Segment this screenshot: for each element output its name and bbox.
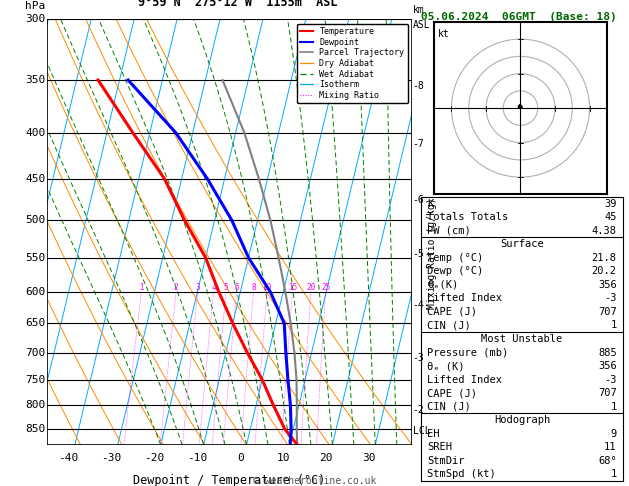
Text: CIN (J): CIN (J) [428, 320, 471, 330]
Text: 05.06.2024  06GMT  (Base: 18): 05.06.2024 06GMT (Base: 18) [421, 12, 617, 22]
Text: 10: 10 [277, 453, 290, 463]
Text: 885: 885 [598, 347, 616, 358]
Text: 6: 6 [234, 283, 239, 292]
Text: CAPE (J): CAPE (J) [428, 307, 477, 317]
Text: 1: 1 [139, 283, 143, 292]
Text: Hodograph: Hodograph [494, 415, 550, 425]
Text: Most Unstable: Most Unstable [481, 334, 563, 344]
Text: LCL: LCL [413, 426, 430, 435]
Text: K: K [428, 199, 434, 208]
Text: 11: 11 [604, 442, 616, 452]
Text: -8: -8 [413, 81, 425, 90]
Text: 2: 2 [174, 283, 179, 292]
Text: Lifted Index: Lifted Index [428, 375, 503, 384]
Text: 400: 400 [25, 127, 45, 138]
Text: 8: 8 [251, 283, 256, 292]
Text: 1: 1 [610, 469, 616, 479]
Text: 356: 356 [598, 280, 616, 290]
Text: 600: 600 [25, 287, 45, 297]
Text: -7: -7 [413, 139, 425, 149]
Text: 650: 650 [25, 318, 45, 329]
Text: 5: 5 [224, 283, 228, 292]
Text: EH: EH [428, 429, 440, 439]
Text: -3: -3 [604, 375, 616, 384]
Text: 21.8: 21.8 [592, 253, 616, 263]
Text: -4: -4 [413, 300, 425, 310]
Text: -3: -3 [413, 353, 425, 363]
Text: Dewp (°C): Dewp (°C) [428, 266, 484, 277]
Text: Temp (°C): Temp (°C) [428, 253, 484, 263]
Text: 700: 700 [25, 347, 45, 358]
Text: θₑ (K): θₑ (K) [428, 361, 465, 371]
Text: 550: 550 [25, 253, 45, 263]
Text: 25: 25 [321, 283, 330, 292]
Text: Mixing Ratio (g/kg): Mixing Ratio (g/kg) [427, 197, 437, 309]
Text: -40: -40 [58, 453, 79, 463]
Text: SREH: SREH [428, 442, 452, 452]
Text: 4.38: 4.38 [592, 226, 616, 236]
Text: PW (cm): PW (cm) [428, 226, 471, 236]
Text: 850: 850 [25, 424, 45, 434]
Text: 45: 45 [604, 212, 616, 222]
Text: 68°: 68° [598, 456, 616, 466]
Text: 10: 10 [262, 283, 272, 292]
Text: 20.2: 20.2 [592, 266, 616, 277]
Text: -5: -5 [413, 249, 425, 259]
Text: CAPE (J): CAPE (J) [428, 388, 477, 398]
Text: 356: 356 [598, 361, 616, 371]
Text: 15: 15 [287, 283, 297, 292]
Text: Surface: Surface [500, 239, 544, 249]
Text: 9: 9 [610, 429, 616, 439]
Text: 9°59'N  275°12'W  1155m  ASL: 9°59'N 275°12'W 1155m ASL [138, 0, 338, 9]
Text: -30: -30 [101, 453, 121, 463]
Text: Totals Totals: Totals Totals [428, 212, 509, 222]
Text: 3: 3 [196, 283, 200, 292]
Text: ASL: ASL [413, 20, 430, 30]
Text: Pressure (mb): Pressure (mb) [428, 347, 509, 358]
Text: 350: 350 [25, 75, 45, 85]
Text: 300: 300 [25, 15, 45, 24]
Text: Lifted Index: Lifted Index [428, 294, 503, 303]
Text: 39: 39 [604, 199, 616, 208]
Text: © weatheronline.co.uk: © weatheronline.co.uk [253, 475, 376, 486]
Text: hPa: hPa [25, 1, 45, 11]
Text: 500: 500 [25, 215, 45, 225]
Text: 800: 800 [25, 400, 45, 410]
Text: StmSpd (kt): StmSpd (kt) [428, 469, 496, 479]
Text: -6: -6 [413, 195, 425, 205]
Text: 0: 0 [237, 453, 243, 463]
Text: 750: 750 [25, 375, 45, 384]
Text: kt: kt [438, 29, 450, 39]
Legend: Temperature, Dewpoint, Parcel Trajectory, Dry Adiabat, Wet Adiabat, Isotherm, Mi: Temperature, Dewpoint, Parcel Trajectory… [297, 24, 408, 103]
Text: 707: 707 [598, 388, 616, 398]
Text: -20: -20 [144, 453, 165, 463]
Text: 707: 707 [598, 307, 616, 317]
Text: Dewpoint / Temperature (°C): Dewpoint / Temperature (°C) [133, 474, 326, 486]
Text: 1: 1 [610, 401, 616, 412]
Text: 20: 20 [320, 453, 333, 463]
Text: -3: -3 [604, 294, 616, 303]
Text: θₑ(K): θₑ(K) [428, 280, 459, 290]
Text: 4: 4 [211, 283, 216, 292]
Text: -10: -10 [187, 453, 208, 463]
Text: StmDir: StmDir [428, 456, 465, 466]
Text: 1: 1 [610, 320, 616, 330]
Text: 30: 30 [362, 453, 376, 463]
Text: 20: 20 [306, 283, 316, 292]
Text: 450: 450 [25, 174, 45, 184]
Text: -2: -2 [413, 405, 425, 415]
Text: km: km [413, 5, 425, 15]
Text: CIN (J): CIN (J) [428, 401, 471, 412]
